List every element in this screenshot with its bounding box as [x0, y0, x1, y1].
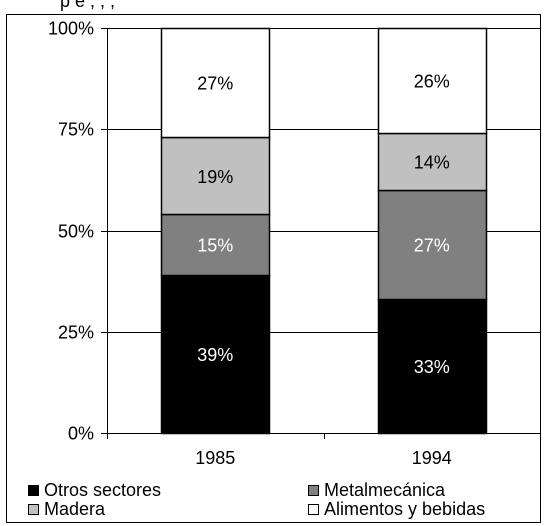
y-tick-label: 25%	[58, 323, 94, 343]
legend-swatch	[308, 484, 319, 496]
y-tick-label: 75%	[58, 120, 94, 140]
legend: Otros sectores Metalmecánica Madera Alim…	[28, 477, 543, 523]
y-tick-label: 100%	[48, 19, 94, 39]
data-label: 26%	[414, 72, 450, 92]
y-tick-label: 50%	[58, 222, 94, 242]
bar-segment	[160, 27, 271, 139]
clipped-title: p e , , ,	[0, 0, 547, 14]
data-label: 39%	[197, 345, 233, 365]
legend-label: Alimentos y bebidas	[324, 499, 486, 519]
x-tick-label: 1985	[195, 448, 235, 468]
legend-label: Madera	[44, 499, 106, 519]
data-label: 33%	[414, 357, 450, 377]
bar-segment	[377, 189, 488, 301]
legend-item-otros: Otros sectores	[28, 479, 161, 501]
y-tick-label: 0%	[68, 424, 94, 444]
clipped-title-text: p e , , ,	[60, 0, 116, 11]
legend-swatch	[308, 503, 319, 515]
data-label: 27%	[197, 74, 233, 94]
data-label: 27%	[414, 236, 450, 256]
legend-item-alimentos: Alimentos y bebidas	[308, 498, 485, 520]
x-tick-label: 1994	[412, 448, 452, 468]
bar-segment	[377, 132, 488, 192]
axes: 0% 25% 50% 75% 100% 1985 1994	[48, 19, 541, 468]
legend-swatch	[28, 484, 39, 496]
data-label: 19%	[197, 167, 233, 187]
bar-segment	[377, 27, 488, 135]
legend-item-metalmecanica: Metalmecánica	[308, 479, 445, 501]
bars	[160, 27, 488, 435]
legend-label: Otros sectores	[44, 480, 162, 500]
data-labels: 39% 15% 19% 27% 33% 27% 14% 26%	[197, 72, 450, 378]
bar-segment	[160, 136, 271, 216]
data-label: 15%	[197, 236, 233, 256]
legend-swatch	[28, 503, 39, 515]
bar-segment	[377, 298, 488, 435]
legend-label: Metalmecánica	[324, 480, 446, 500]
bar-segment	[160, 274, 271, 435]
data-label: 14%	[414, 153, 450, 173]
legend-item-madera: Madera	[28, 498, 105, 520]
chart-frame	[6, 14, 541, 523]
